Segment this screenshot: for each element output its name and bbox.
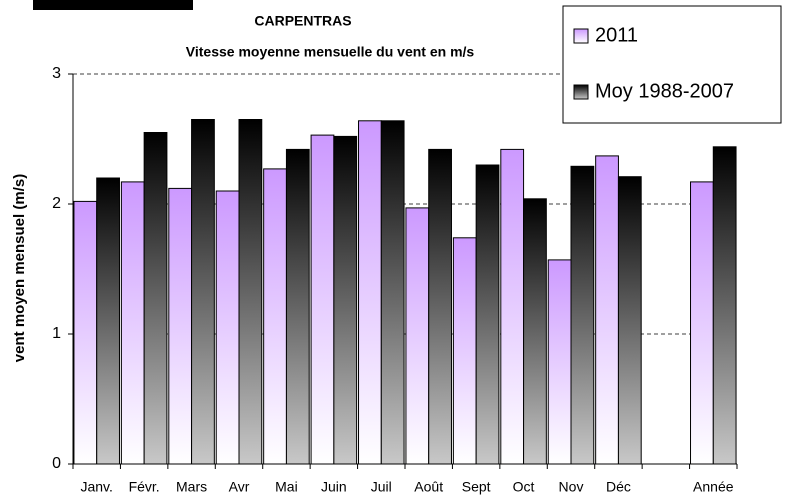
x-tick-label: Juil <box>371 479 392 495</box>
bar <box>570 165 595 465</box>
bar <box>452 237 477 465</box>
legend-label: 2011 <box>595 24 638 46</box>
bar <box>617 176 642 465</box>
bar <box>310 134 335 465</box>
bar <box>285 148 310 465</box>
bar <box>215 190 240 465</box>
x-tick-label: Déc <box>606 479 631 495</box>
bar <box>690 181 714 465</box>
x-tick-label: Mai <box>275 479 298 495</box>
chart-subtitle: Vitesse moyenne mensuelle du vent en m/s <box>186 44 475 60</box>
bar <box>168 187 193 465</box>
x-tick-label: Mars <box>176 479 207 495</box>
bar <box>263 168 287 465</box>
y-tick-label: 3 <box>52 65 61 82</box>
x-tick-label: Janv. <box>80 479 112 495</box>
bar <box>380 120 405 465</box>
x-tick-label: Juin <box>321 479 347 495</box>
x-tick-label: Nov <box>559 479 584 495</box>
legend-swatch <box>573 28 589 44</box>
y-axis-label: vent moyen mensuel (m/s) <box>11 174 28 362</box>
y-tick-label: 1 <box>52 325 61 342</box>
x-tick-label: Févr. <box>129 479 160 495</box>
bar <box>500 148 525 465</box>
bar <box>405 207 430 465</box>
bar <box>96 177 120 465</box>
bar <box>120 181 145 465</box>
decor-bar <box>33 0 193 10</box>
chart-title: CARPENTRAS <box>254 13 351 29</box>
bar <box>238 119 263 465</box>
y-tick-label: 2 <box>52 195 61 212</box>
legend-label: Moy 1988-2007 <box>595 80 734 102</box>
bar <box>712 146 737 465</box>
x-tick-label: Août <box>414 479 443 495</box>
x-tick-label: Sept <box>462 479 491 495</box>
y-tick-label: 0 <box>52 455 61 472</box>
bar <box>73 200 98 465</box>
bar <box>358 120 382 465</box>
bar <box>143 132 168 465</box>
x-tick-label: Avr <box>229 479 250 495</box>
legend-box <box>562 5 782 124</box>
bar <box>547 259 572 465</box>
bar <box>191 119 215 465</box>
bar <box>595 155 619 465</box>
bar <box>428 148 452 465</box>
x-tick-label: Oct <box>513 479 535 495</box>
bar <box>475 164 500 465</box>
legend-swatch <box>573 84 589 100</box>
x-tick-label: Année <box>693 479 734 495</box>
bar <box>523 198 547 465</box>
bar <box>333 135 358 465</box>
